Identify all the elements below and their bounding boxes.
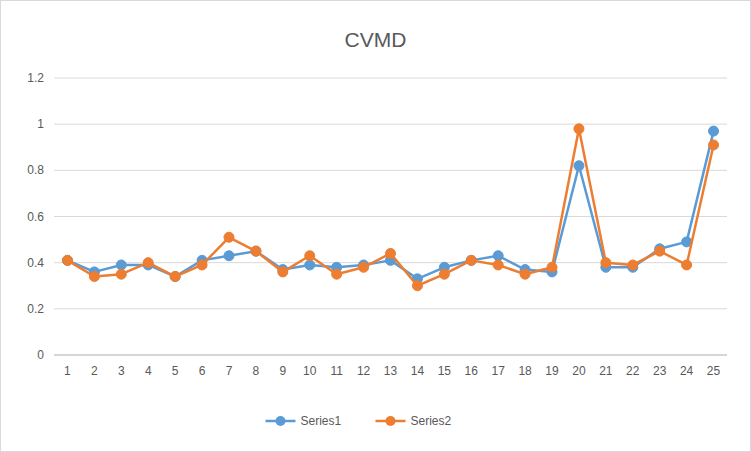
legend: Series1 Series2	[266, 414, 452, 428]
series-marker	[466, 255, 476, 265]
y-tick-label: 0.6	[27, 210, 44, 224]
series-marker	[466, 255, 476, 265]
x-tick-label: 14	[411, 364, 425, 378]
series-marker	[143, 258, 153, 268]
x-tick-label: 20	[572, 364, 586, 378]
series-marker	[601, 258, 611, 268]
series-marker	[682, 260, 692, 270]
series-marker	[709, 140, 719, 150]
x-tick-label: 10	[303, 364, 317, 378]
x-tick-label: 1	[64, 364, 71, 378]
x-tick-label: 8	[253, 364, 260, 378]
series-marker	[62, 255, 72, 265]
grid-line	[54, 170, 727, 171]
series-marker	[116, 260, 126, 270]
series-marker	[709, 126, 719, 136]
legend-label: Series2	[411, 414, 452, 428]
grid-line	[54, 308, 727, 309]
series-marker	[520, 269, 530, 279]
series-marker	[493, 260, 503, 270]
chart-background	[1, 1, 751, 452]
series-marker	[493, 251, 503, 261]
series-marker	[628, 260, 638, 270]
chart-svg: CVMD00.20.40.60.811.21234567891011121314…	[0, 0, 751, 452]
series-marker	[305, 251, 315, 261]
grid-line	[54, 78, 727, 79]
series-marker	[412, 281, 422, 291]
y-tick-label: 1.2	[27, 71, 44, 85]
grid-line	[54, 216, 727, 217]
x-tick-label: 17	[492, 364, 506, 378]
series-marker	[574, 124, 584, 134]
x-tick-label: 24	[680, 364, 694, 378]
grid-line	[54, 124, 727, 125]
x-axis-line	[54, 355, 727, 356]
series-marker	[359, 262, 369, 272]
x-tick-label: 9	[279, 364, 286, 378]
y-tick-label: 0.4	[27, 256, 44, 270]
x-tick-label: 25	[707, 364, 721, 378]
x-tick-label: 11	[330, 364, 343, 378]
x-tick-label: 3	[118, 364, 125, 378]
series-marker	[197, 260, 207, 270]
x-tick-label: 18	[518, 364, 532, 378]
y-tick-label: 0.2	[27, 302, 44, 316]
plot-area	[62, 124, 718, 291]
series-marker	[224, 232, 234, 242]
x-tick-label: 13	[384, 364, 398, 378]
series-marker	[170, 272, 180, 282]
series-marker	[89, 272, 99, 282]
series-line	[67, 129, 713, 286]
series-marker	[251, 246, 261, 256]
chart-container: CVMD00.20.40.60.811.21234567891011121314…	[0, 0, 751, 452]
series-marker	[224, 251, 234, 261]
series-marker	[439, 269, 449, 279]
x-tick-label: 23	[653, 364, 667, 378]
series-marker	[332, 269, 342, 279]
y-tick-label: 0	[37, 348, 44, 362]
series-line	[67, 131, 713, 279]
y-tick-label: 0.8	[27, 163, 44, 177]
x-tick-label: 16	[465, 364, 479, 378]
x-tick-label: 12	[357, 364, 371, 378]
series-marker	[547, 262, 557, 272]
series-marker	[305, 260, 315, 270]
legend-marker	[386, 416, 396, 426]
y-tick-label: 1	[37, 117, 44, 131]
chart-title: CVMD	[345, 28, 407, 51]
series-marker	[386, 248, 396, 258]
series-marker	[251, 246, 261, 256]
x-tick-label: 22	[626, 364, 640, 378]
x-tick-label: 6	[199, 364, 206, 378]
series-marker	[574, 161, 584, 171]
x-tick-label: 21	[599, 364, 613, 378]
grid-line	[54, 355, 727, 356]
x-tick-label: 4	[145, 364, 152, 378]
legend-marker	[276, 416, 286, 426]
series-marker	[62, 255, 72, 265]
x-tick-label: 5	[172, 364, 179, 378]
series-marker	[278, 267, 288, 277]
series-marker	[116, 269, 126, 279]
x-tick-label: 7	[226, 364, 233, 378]
x-tick-label: 2	[91, 364, 98, 378]
series-marker	[655, 246, 665, 256]
legend-label: Series1	[301, 414, 342, 428]
x-tick-label: 19	[545, 364, 559, 378]
x-tick-label: 15	[438, 364, 452, 378]
series-marker	[170, 272, 180, 282]
